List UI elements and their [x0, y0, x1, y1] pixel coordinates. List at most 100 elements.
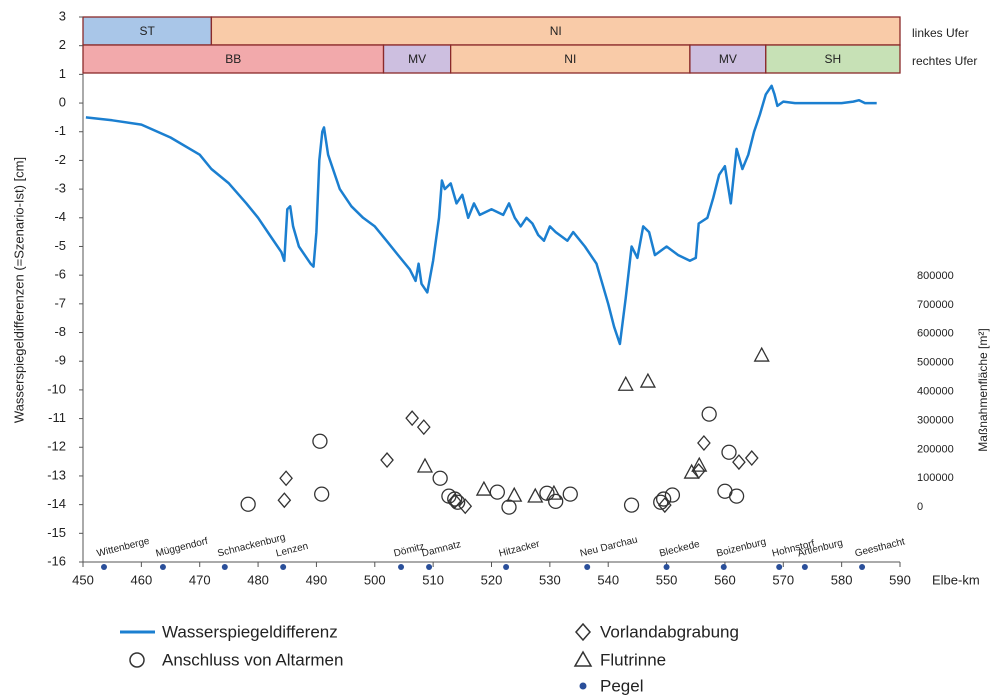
pegel-dot [584, 564, 591, 570]
region-label: SH [825, 52, 842, 66]
circle-marker [664, 487, 681, 503]
circle-marker [489, 484, 505, 500]
legend-swatch [573, 650, 593, 667]
y-tick-label: 1 [59, 66, 66, 81]
region-bar [765, 44, 901, 74]
y-tick-label: -10 [47, 381, 66, 396]
x-tick-label: 570 [772, 572, 794, 587]
legend-label: Pegel [600, 676, 643, 695]
region-bar [382, 44, 452, 74]
diamond-marker [744, 450, 759, 467]
pegel-dot [221, 564, 228, 570]
diamond-marker [447, 493, 462, 510]
triangle-marker [639, 372, 656, 388]
legend-swatch [575, 622, 591, 642]
x-tick-label: 590 [889, 572, 911, 587]
x-tick-label: 490 [306, 572, 328, 587]
diamond-marker [458, 498, 473, 515]
circle-marker [562, 486, 578, 502]
diamond-marker [279, 470, 293, 487]
pegel-dot [503, 564, 510, 570]
legend-label: Anschluss von Altarmen [162, 650, 343, 669]
circle-marker [447, 491, 463, 507]
circle-marker [701, 406, 717, 422]
triangle-marker [475, 480, 493, 496]
y-axis-label: Wasserspiegeldifferenzen (=Szenario-Ist)… [11, 157, 26, 423]
x-tick-label: 550 [656, 572, 678, 587]
region-label: NI [564, 52, 576, 66]
region-label: MV [719, 52, 737, 66]
diamond-marker [405, 410, 419, 427]
x-tick-label: 540 [597, 572, 619, 587]
y-tick-label: -9 [54, 353, 66, 368]
y-tick-label: -1 [54, 123, 66, 138]
region-bar [210, 16, 901, 46]
y-tick-label: -13 [47, 467, 66, 482]
y-tick-label: -16 [47, 553, 66, 568]
y2-tick-label: 600000 [917, 328, 954, 340]
y-tick-label: -2 [54, 152, 66, 167]
circle-marker [314, 486, 330, 502]
pegel-dot [426, 564, 433, 570]
pegel-label: Müggendorf [155, 536, 210, 560]
y2-tick-label: 0 [917, 501, 923, 513]
diamond-marker [732, 454, 746, 471]
y-tick-label: 2 [59, 37, 66, 52]
triangle-marker [545, 484, 563, 500]
x-tick-label: 560 [714, 572, 736, 587]
diamond-marker [657, 497, 672, 514]
pegel-label: Wittenberge [96, 536, 151, 560]
triangle-marker [617, 375, 634, 391]
region-label: NI [550, 24, 562, 38]
x-tick-label: 500 [364, 572, 386, 587]
y2-tick-label: 200000 [917, 443, 954, 455]
diamond-marker [277, 492, 292, 509]
circle-marker [728, 488, 745, 504]
y2-axis-label: Maßnahmenfläche [m²] [976, 328, 990, 451]
diamond-marker [380, 452, 394, 469]
pegel-label: Damnatz [421, 539, 462, 559]
y-tick-label: -6 [54, 267, 66, 282]
triangle-marker [506, 486, 523, 502]
pegel-dot [859, 564, 866, 570]
diamond-marker [697, 435, 711, 452]
pegel-label: Neu Darchau [579, 535, 639, 560]
y-tick-label: 0 [59, 94, 66, 109]
triangle-marker [753, 346, 770, 362]
triangle-marker [416, 457, 434, 473]
diamond-marker [416, 419, 431, 436]
x-tick-label: 530 [539, 572, 561, 587]
y2-tick-label: 800000 [917, 270, 954, 282]
y-tick-label: -5 [54, 238, 66, 253]
circle-marker [312, 433, 328, 449]
y2-tick-label: 700000 [917, 299, 954, 311]
circle-marker [432, 470, 448, 486]
y-tick-label: -7 [54, 295, 66, 310]
region-label: MV [408, 52, 426, 66]
pegel-label: Geesthacht [854, 536, 906, 559]
y2-tick-label: 500000 [917, 357, 954, 369]
legend-swatch [129, 652, 145, 668]
pegel-label: Hitzacker [498, 539, 542, 560]
circle-marker [240, 496, 256, 512]
pegel-dot [720, 564, 727, 570]
region-row-label: linkes Ufer [912, 26, 969, 40]
region-bar [82, 44, 385, 74]
x-axis-label: Elbe-km [932, 572, 980, 587]
region-row-label: rechtes Ufer [912, 54, 977, 68]
triangle-marker [691, 456, 708, 472]
pegel-dot [159, 564, 166, 570]
y-tick-label: -8 [54, 324, 66, 339]
pegel-dot [398, 564, 405, 570]
legend-label: Vorlandabgrabung [600, 622, 739, 641]
x-tick-label: 480 [247, 572, 269, 587]
y2-tick-label: 400000 [917, 386, 954, 398]
pegel-dot [101, 564, 108, 570]
legend-swatch [579, 682, 587, 690]
circle-marker [721, 444, 737, 460]
y-tick-label: -11 [48, 410, 66, 425]
x-tick-label: 510 [422, 572, 444, 587]
circle-marker [501, 499, 517, 515]
line-series [85, 84, 877, 346]
